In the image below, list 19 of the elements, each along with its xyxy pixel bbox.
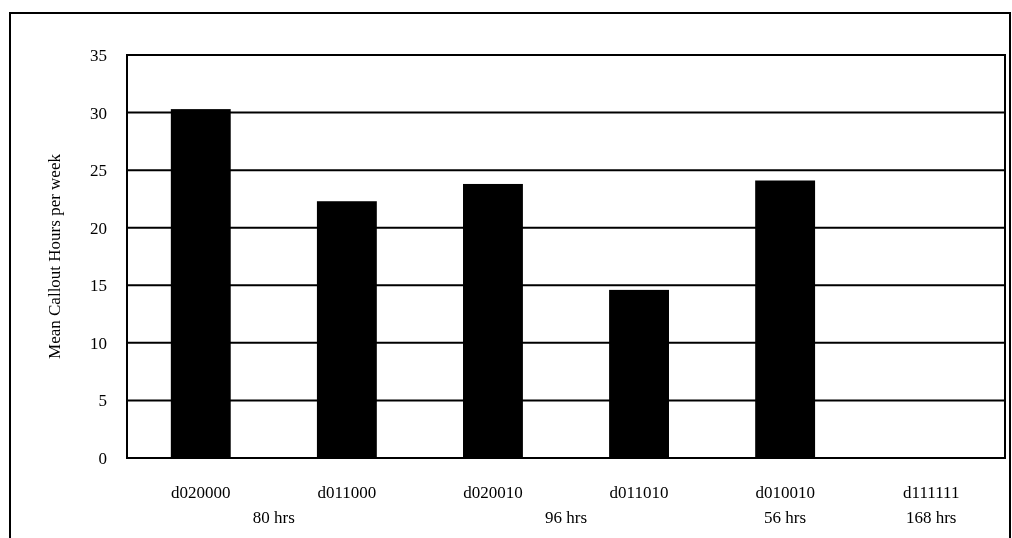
x-tick-label: d111111 — [903, 483, 960, 502]
text: 56 hrs — [764, 508, 807, 527]
y-tick-label: 20 — [90, 218, 107, 238]
y-tick-label: 5 — [98, 391, 107, 411]
y-tick-label: 0 — [98, 448, 107, 468]
x-tick-label: d020010 — [463, 483, 523, 502]
x-tick-label: d020000 — [171, 483, 231, 502]
x-tick-label: d011000 — [317, 483, 377, 502]
y-tick-label: 10 — [90, 333, 107, 353]
y-tick-label: 30 — [90, 103, 107, 123]
text: 168 hrs — [905, 508, 957, 527]
y-tick-label: 25 — [90, 161, 107, 181]
y-axis-title: Mean Callout Hours per week — [45, 153, 64, 359]
x-tick-label: d011010 — [609, 483, 669, 502]
text: 96 hrs — [544, 508, 588, 527]
y-tick-label: 15 — [90, 276, 107, 296]
x-tick-label: d010010 — [755, 483, 815, 502]
y-tick-label: 35 — [90, 45, 107, 65]
text: 80 hrs — [252, 508, 295, 527]
